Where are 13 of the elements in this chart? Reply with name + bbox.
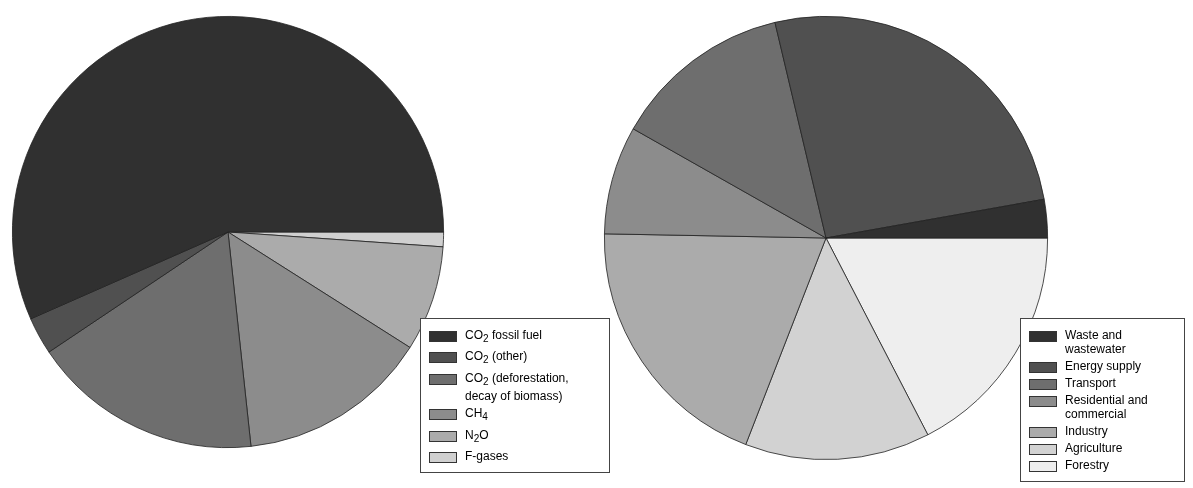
legend-label: CO$_{2}$ (other) xyxy=(465,349,528,368)
legend-label: CO$_{2}$ (deforestation, decay of biomass) xyxy=(465,370,570,404)
legend-label: N$_{2}$O xyxy=(465,427,489,446)
legend-label: Energy supply xyxy=(1065,359,1142,373)
legend-label: Agriculture xyxy=(1065,441,1123,455)
legend-label: Industry xyxy=(1065,424,1108,438)
legend-label: Waste and wastewater xyxy=(1065,328,1127,356)
legend-label: CH$_{4}$ xyxy=(465,406,488,425)
legend-label: Transport xyxy=(1065,376,1116,390)
legend-label: Forestry xyxy=(1065,458,1110,472)
legend-label: F-gases xyxy=(465,448,509,463)
legend-label: Residential and commercial xyxy=(1065,393,1149,421)
legend-label: CO$_{2}$ fossil fuel xyxy=(465,328,542,347)
